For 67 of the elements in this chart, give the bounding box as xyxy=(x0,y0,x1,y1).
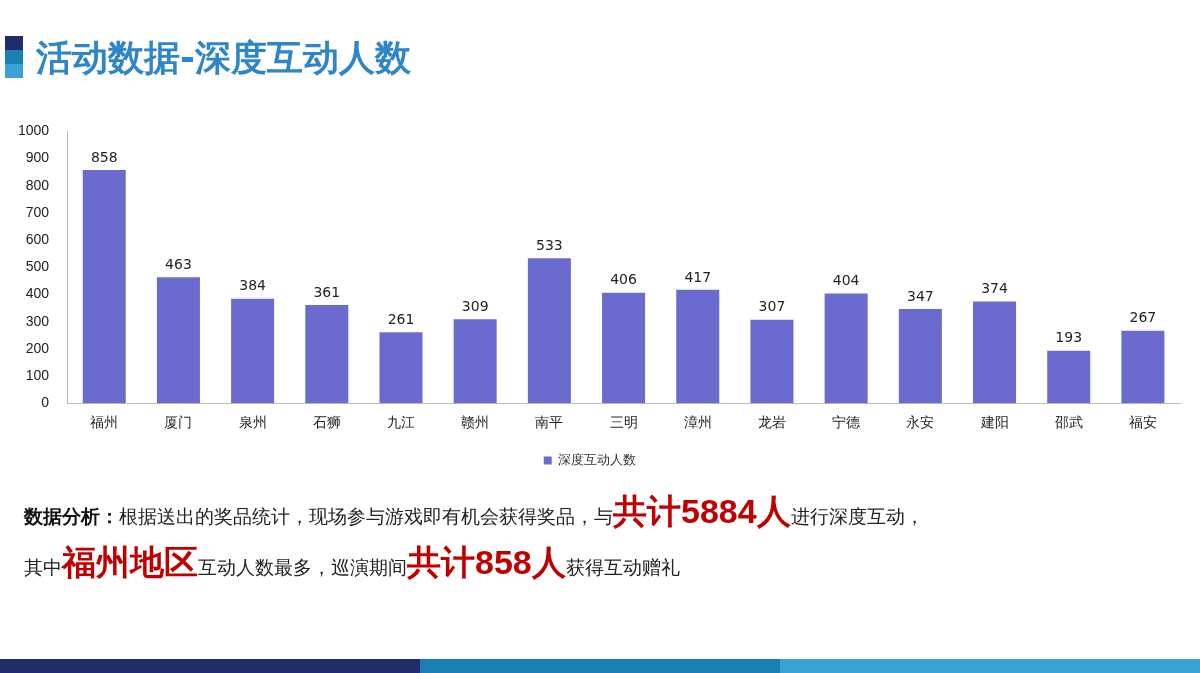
bar xyxy=(156,277,200,404)
text: 互动人数最多，巡演期间 xyxy=(198,556,407,578)
x-tick-label: 龙岩 xyxy=(757,414,786,431)
x-tick-label: 宁德 xyxy=(832,414,861,431)
text: 福州地区 xyxy=(62,543,198,581)
data-label: 417 xyxy=(684,268,712,285)
bar xyxy=(602,292,646,404)
data-label: 261 xyxy=(387,310,415,327)
data-label: 374 xyxy=(981,280,1008,297)
x-tick-label: 邵武 xyxy=(1054,414,1083,431)
x-tick-label: 赣州 xyxy=(461,414,490,431)
bar xyxy=(750,319,794,404)
data-label: 347 xyxy=(906,287,934,304)
x-tick-label: 建阳 xyxy=(979,414,1009,431)
y-tick-label: 0 xyxy=(41,394,50,411)
y-tick-label: 700 xyxy=(25,203,50,220)
y-tick-label: 500 xyxy=(25,258,50,275)
y-tick-label: 400 xyxy=(25,285,50,302)
x-tick-label: 泉州 xyxy=(238,414,267,431)
x-tick-label: 福州 xyxy=(90,414,119,431)
chart-title: 活动数据-深度互动人数 xyxy=(36,36,411,80)
x-tick-label: 南平 xyxy=(535,414,564,431)
data-label: 406 xyxy=(610,271,638,288)
bar xyxy=(824,293,868,404)
bar xyxy=(231,298,275,404)
data-label: 361 xyxy=(313,283,341,300)
text: 其中 xyxy=(24,556,62,578)
x-tick-label: 石狮 xyxy=(312,414,341,431)
bar xyxy=(453,319,497,404)
data-label: 533 xyxy=(536,236,563,253)
y-tick-label: 200 xyxy=(25,339,50,356)
y-tick-label: 300 xyxy=(25,312,50,329)
bar xyxy=(898,308,942,404)
x-tick-label: 永安 xyxy=(906,414,935,431)
data-label: 384 xyxy=(239,277,267,294)
data-label: 307 xyxy=(758,298,786,315)
x-tick-label: 三明 xyxy=(609,414,638,431)
data-label: 309 xyxy=(461,297,489,314)
data-label: 463 xyxy=(165,256,192,272)
data-label: 404 xyxy=(832,272,860,289)
data-label: 193 xyxy=(1055,329,1083,346)
x-tick-label: 九江 xyxy=(387,414,415,431)
text: 共计5884人 xyxy=(613,492,791,530)
bar xyxy=(676,289,720,404)
text: 根据送出的奖品统计，现场参与游戏即有机会获得奖品，与 xyxy=(119,505,613,527)
text: 进行深度互动， xyxy=(790,505,924,527)
x-tick-label: 厦门 xyxy=(164,414,193,431)
data-label: 267 xyxy=(1129,309,1157,326)
y-tick-label: 1000 xyxy=(17,122,50,139)
y-tick-label: 600 xyxy=(25,230,50,247)
legend-label: 深度互动人数 xyxy=(558,452,637,468)
text: 数据分析： xyxy=(24,505,119,527)
y-tick-label: 100 xyxy=(25,366,50,383)
data-label: 858 xyxy=(90,148,118,165)
text: 获得互动赠礼 xyxy=(565,556,680,578)
bar xyxy=(379,332,423,404)
y-tick-label: 900 xyxy=(25,149,50,166)
bar xyxy=(305,305,349,404)
x-tick-label: 漳州 xyxy=(683,414,712,431)
bar xyxy=(973,301,1017,404)
text: 共计858人 xyxy=(407,543,566,581)
y-tick-label: 800 xyxy=(25,176,50,193)
bar xyxy=(82,170,126,404)
bar xyxy=(1121,330,1165,404)
bar xyxy=(527,258,571,404)
x-tick-label: 福安 xyxy=(1128,414,1157,431)
bar xyxy=(1047,350,1091,404)
